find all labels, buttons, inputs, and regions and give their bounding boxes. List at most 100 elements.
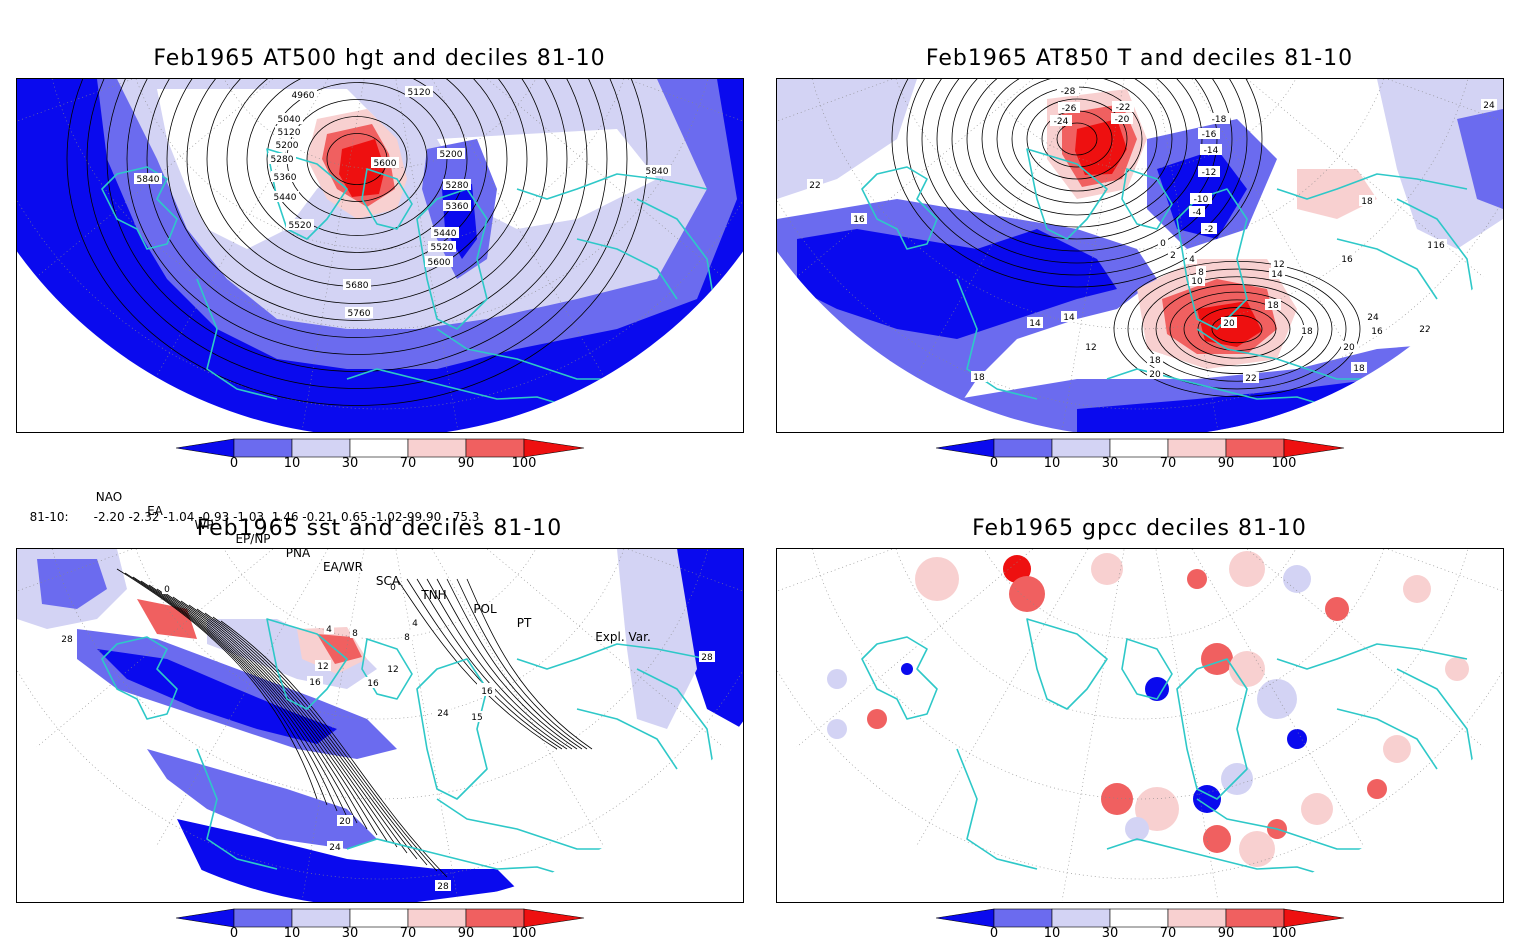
colorbar-tick-label: 30 bbox=[1101, 926, 1119, 941]
contour-label-box bbox=[1299, 325, 1315, 336]
contour-label: 20 bbox=[1223, 319, 1235, 329]
contour-label: 16 bbox=[481, 687, 493, 697]
colorbar-tick-label: 70 bbox=[1159, 926, 1177, 941]
contour-label: 4960 bbox=[292, 91, 315, 101]
colorbar-arrow-low bbox=[936, 438, 995, 458]
coastlines bbox=[101, 148, 718, 410]
contour-label: -16 bbox=[1202, 130, 1217, 140]
contour-label-box bbox=[1351, 362, 1367, 373]
contour-label: 4 bbox=[1189, 255, 1195, 265]
contour-label: -20 bbox=[1115, 115, 1130, 125]
header-expl-var: Expl. Var. bbox=[595, 630, 651, 644]
contour-label: 22 bbox=[1245, 374, 1256, 384]
colorbar-arrow-low bbox=[936, 908, 995, 928]
colorbar-segment bbox=[233, 438, 293, 458]
map-panel-sst: 04812162024280481216202428161528 bbox=[16, 548, 744, 903]
contour-label-box bbox=[1196, 266, 1206, 277]
contour-label: 24 bbox=[1367, 313, 1379, 323]
contour-label: 16 bbox=[309, 678, 321, 688]
colorbar-segment bbox=[465, 438, 525, 458]
decile-region bbox=[1457, 109, 1503, 209]
graticule bbox=[777, 549, 1503, 902]
colorbar-segment bbox=[1051, 908, 1111, 928]
colorbar-segment bbox=[349, 438, 409, 458]
contour-label-box bbox=[1481, 99, 1497, 110]
contour-lines bbox=[116, 568, 593, 878]
precip-decile-patch bbox=[901, 663, 913, 675]
contour-label-box bbox=[385, 663, 401, 674]
decile-background bbox=[777, 549, 1503, 902]
contour-label: 5200 bbox=[276, 141, 299, 151]
contour-label: 12 bbox=[317, 662, 328, 672]
contour-label: 24 bbox=[329, 843, 341, 853]
precip-decile-patch bbox=[1383, 735, 1411, 763]
decile-region bbox=[777, 79, 917, 199]
contour-label-box bbox=[435, 707, 451, 718]
colorbar-segment bbox=[1109, 908, 1169, 928]
contour-label: 12 bbox=[1273, 260, 1284, 270]
precip-decile-patch bbox=[1301, 793, 1333, 825]
contour-label-box bbox=[307, 676, 323, 687]
contour-label: 5520 bbox=[289, 221, 312, 231]
contour-label-box bbox=[1050, 115, 1072, 126]
contour-label: 8 bbox=[352, 629, 358, 639]
contour-label-group: 4960 5040 5120 5200 5280 5360 5440 5520 5600 5680… bbox=[134, 86, 671, 319]
contour-label-box bbox=[405, 86, 433, 97]
contour-label: 0 bbox=[164, 585, 170, 595]
graticule bbox=[777, 79, 1503, 432]
contour-label: 18 bbox=[1353, 364, 1365, 374]
colorbar-segment bbox=[407, 438, 467, 458]
contour-label-box bbox=[365, 677, 381, 688]
contour-label: -14 bbox=[1204, 146, 1219, 156]
header-epnp: EP/NP bbox=[235, 532, 271, 546]
contour-label: 5440 bbox=[274, 193, 297, 203]
colorbar-tick-label: 0 bbox=[229, 456, 239, 471]
colorbar-arrow-high bbox=[523, 438, 585, 458]
contour-label-box bbox=[402, 631, 412, 642]
header-wp: WP bbox=[194, 518, 214, 532]
contour-label-box bbox=[1339, 253, 1355, 264]
contour-label: 14 bbox=[1063, 313, 1075, 323]
contour-label: 18 bbox=[1301, 327, 1313, 337]
contour-label-box bbox=[343, 279, 371, 290]
contour-label-box bbox=[315, 660, 331, 671]
contour-label: 4 bbox=[412, 619, 418, 629]
contour-label: 28 bbox=[701, 653, 713, 663]
colorbar-tick-label: 70 bbox=[1159, 456, 1177, 471]
colorbar-segment bbox=[291, 438, 351, 458]
precip-decile-patch bbox=[1193, 785, 1221, 813]
contour-label-box bbox=[851, 213, 867, 224]
contour-label-box bbox=[1083, 341, 1099, 352]
contour-label: 16 bbox=[1433, 241, 1445, 251]
colorbar-tick-label: 0 bbox=[989, 926, 999, 941]
contour-label: 16 bbox=[367, 679, 379, 689]
colorbar-tick-label: 100 bbox=[1271, 926, 1297, 941]
contour-label-box bbox=[1208, 113, 1230, 124]
colorbar-tick-label: 100 bbox=[511, 926, 537, 941]
colorbar-tick-label: 100 bbox=[511, 456, 537, 471]
contour-label: -28 bbox=[1061, 87, 1076, 97]
contour-label-box bbox=[275, 113, 303, 124]
colorbar-tick-label: 90 bbox=[457, 456, 475, 471]
precip-decile-patch bbox=[1091, 553, 1123, 585]
precip-decile-patch bbox=[1003, 555, 1031, 583]
contour-label: 16 bbox=[1371, 327, 1383, 337]
decile-region bbox=[797, 229, 1117, 339]
panel-title-sst: Feb1965 sst and deciles 81-10 bbox=[196, 516, 563, 541]
contour-label: -24 bbox=[1054, 117, 1069, 127]
decile-region bbox=[317, 634, 362, 664]
contour-label-box bbox=[1365, 311, 1381, 322]
contour-label: 5360 bbox=[274, 173, 297, 183]
header-ea: EA bbox=[147, 504, 163, 518]
colorbar-segment bbox=[407, 908, 467, 928]
colorbar-tick-label: 90 bbox=[1217, 456, 1235, 471]
contour-label-box bbox=[289, 89, 317, 100]
contour-label-box bbox=[1201, 223, 1217, 234]
contour-label-group: -28-26-24-22-20 -18-16-14-12-10-4-202 4810… bbox=[807, 85, 1497, 384]
contour-label: 5600 bbox=[374, 159, 397, 169]
colorbar-segment bbox=[233, 908, 293, 928]
contour-label-box bbox=[345, 307, 373, 318]
contour-label: -22 bbox=[1116, 103, 1131, 113]
colorbar-segment bbox=[1167, 438, 1227, 458]
contour-label-box bbox=[1057, 85, 1079, 96]
